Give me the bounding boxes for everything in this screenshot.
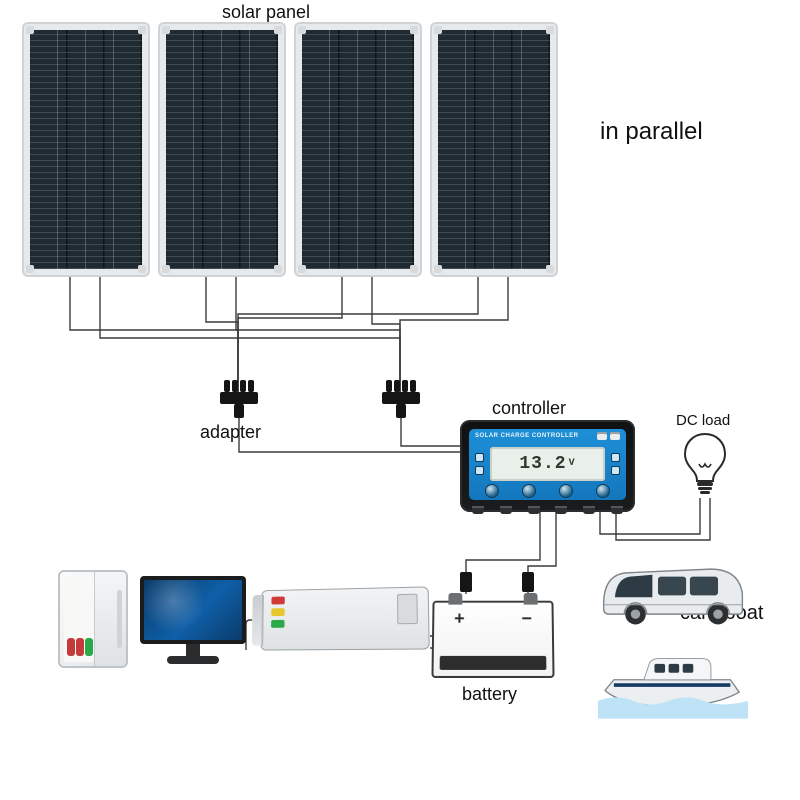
- battery-minus: −: [521, 609, 532, 630]
- adapter-left-icon: [220, 380, 258, 418]
- controller-terminals: [472, 506, 623, 514]
- usb-ports-icon: [597, 432, 620, 440]
- inverter-led-green: [271, 620, 284, 628]
- adapter-right-icon: [382, 380, 420, 418]
- charge-controller: SOLAR CHARGE CONTROLLER 13.2 V: [460, 420, 635, 512]
- inverter-led-red: [271, 596, 284, 604]
- boat-icon: [598, 648, 748, 724]
- diagram-stage: { "diagram": { "type": "infographic", "c…: [0, 0, 800, 800]
- controller-lcd: 13.2 V: [490, 447, 605, 481]
- solar-panel-1: [22, 22, 150, 277]
- inverter: inverter: [260, 586, 430, 650]
- battery: + −: [431, 601, 554, 678]
- controller-brand: SOLAR CHARGE CONTROLLER: [475, 433, 579, 439]
- label-controller: controller: [492, 398, 566, 419]
- label-solar-panel: solar panel: [222, 2, 310, 23]
- controller-buttons: [469, 484, 626, 500]
- label-dc-load: DC load: [676, 412, 730, 429]
- inverter-led-yellow: [271, 608, 284, 616]
- controller-status-icons: [475, 453, 484, 475]
- solar-panel-4: [430, 22, 558, 277]
- lcd-unit: V: [569, 458, 576, 469]
- battery-post-positive-icon: [448, 593, 462, 605]
- battery-post-negative-icon: [524, 593, 538, 605]
- inverter-label-sticker: [397, 594, 418, 625]
- controller-status-icons-2: [611, 453, 620, 475]
- label-battery: battery: [462, 684, 517, 705]
- lcd-value: 13.2: [519, 454, 566, 474]
- label-adapter: adapter: [200, 422, 261, 443]
- mini-fridge-icon: [58, 570, 128, 668]
- label-parallel: in parallel: [600, 118, 703, 146]
- solar-panel-2: [158, 22, 286, 277]
- solar-panel-3: [294, 22, 422, 277]
- lightbulb-icon: [682, 432, 728, 503]
- monitor-icon: [140, 576, 246, 664]
- van-icon: [598, 556, 748, 636]
- battery-plus: +: [454, 609, 465, 630]
